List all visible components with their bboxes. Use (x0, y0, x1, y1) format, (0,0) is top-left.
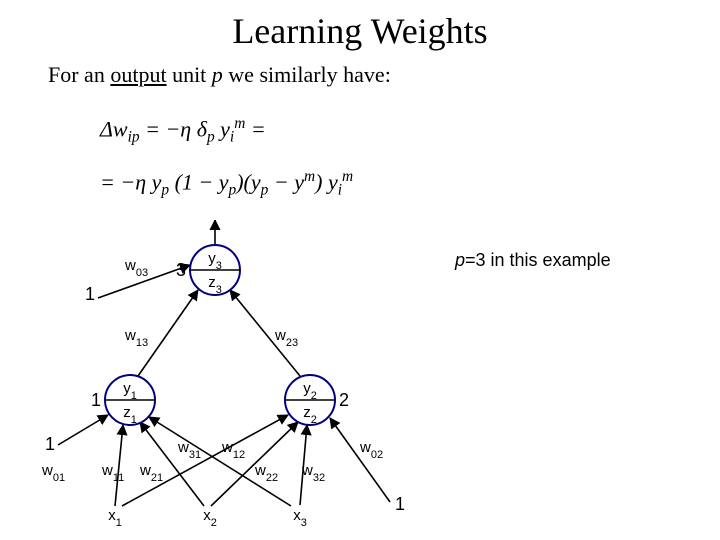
bias-one: 1 (85, 284, 95, 304)
bias-one: 1 (395, 494, 405, 514)
node-side-label: 1 (91, 390, 101, 410)
node-side-label: 2 (339, 390, 349, 410)
subtitle-post-b: we similarly have: (223, 62, 391, 87)
edge-label: w03 (124, 257, 148, 279)
edge-label: w21 (139, 462, 163, 484)
subtitle-pre: For an (48, 62, 110, 87)
edge (122, 415, 288, 506)
edge (230, 290, 300, 376)
subtitle-underlined: output (110, 62, 166, 87)
subtitle: For an output unit p we similarly have: (48, 62, 391, 88)
edge-label: w11 (101, 462, 124, 484)
node-side-label: 3 (176, 260, 186, 280)
equation-line-2: = −η yp (1 − yp)(yp − ym) yim (100, 168, 353, 200)
edge (138, 290, 198, 376)
network-diagram: y3z33y1z11y2z22 111 x1x2x3 w03w13w23w01w… (30, 220, 450, 530)
edge-label: w02 (359, 439, 383, 461)
equation-line-1: Δwip = −η δp yim = (100, 115, 266, 147)
edge-label: w01 (41, 462, 65, 484)
edge-label: w12 (221, 439, 245, 461)
page-title: Learning Weights (0, 10, 720, 52)
p-note-text: =3 in this example (465, 250, 611, 270)
input-label: x1 (108, 507, 122, 529)
edge (115, 425, 123, 506)
bias-one: 1 (45, 434, 55, 454)
edge (58, 415, 108, 445)
edge-label: w23 (274, 327, 298, 349)
subtitle-post-a: unit (167, 62, 212, 87)
edge-label: w32 (301, 462, 325, 484)
input-label: x2 (203, 507, 217, 529)
subtitle-p: p (212, 62, 223, 87)
p-note-p: p (455, 250, 465, 270)
edge-label: w13 (124, 327, 148, 349)
edge-label: w22 (254, 462, 278, 484)
p-note: p=3 in this example (455, 250, 611, 271)
input-label: x3 (293, 507, 307, 529)
